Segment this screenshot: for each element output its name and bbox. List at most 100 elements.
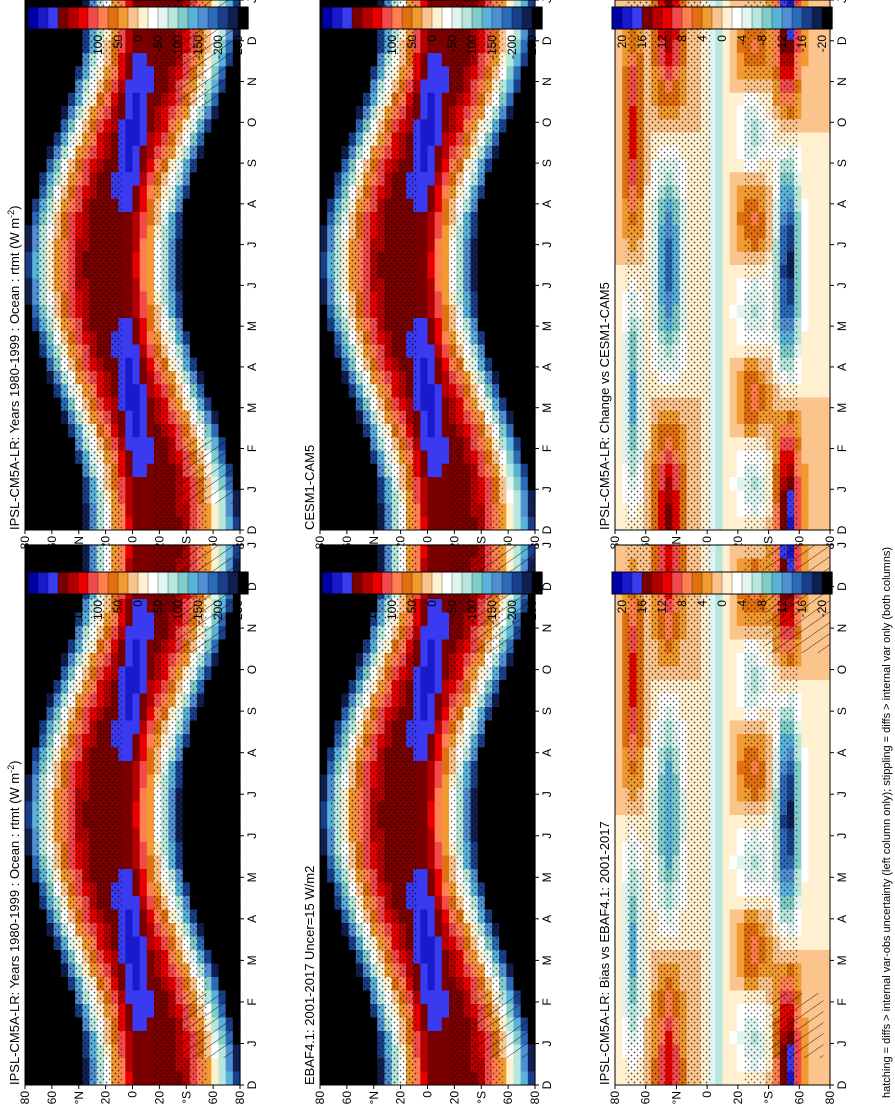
heatmap-cell [441,557,450,572]
heatmap-cell [427,410,436,424]
heatmap-cell [232,264,241,279]
heatmap-cell [146,131,155,146]
heatmap-cell [25,1070,33,1085]
heatmap-cell [506,827,515,842]
heatmap-cell [25,827,33,842]
heatmap-cell [441,423,450,438]
heatmap-cell [225,211,234,226]
heatmap-cell [146,370,155,385]
heatmap-cell [25,922,33,937]
heatmap-cell [320,908,328,923]
heatmap-cell [225,760,234,775]
heatmap-cell [520,436,529,451]
heatmap-cell [146,773,155,788]
heatmap-cell [513,841,522,856]
heatmap-cell [520,105,529,120]
heatmap-cell [434,841,443,856]
heatmap-cell [513,383,522,398]
heatmap-cell [139,237,148,252]
heatmap-cell [132,1016,141,1031]
x-tick-label: O [540,665,554,674]
heatmap-cell [420,516,429,530]
heatmap-cell [125,396,134,411]
heatmap-cell [420,908,429,923]
heatmap-cell [132,611,141,626]
heatmap-cell [434,463,443,477]
heatmap-cell [25,317,33,332]
heatmap-cell [520,895,529,910]
heatmap-cell [506,1057,515,1072]
x-tick-label: J [245,282,259,288]
heatmap-cell [513,211,522,226]
heatmap-cell [420,343,429,358]
heatmap-cell [146,171,155,186]
heatmap-cell [427,706,436,721]
heatmap-cell [232,330,241,345]
heatmap-cell [225,171,234,186]
heatmap-cell [441,665,450,680]
heatmap-cell [434,131,443,146]
heatmap-cell [320,251,328,265]
heatmap-cell [320,224,328,239]
heatmap-cell [218,746,227,761]
heatmap-cell [211,105,220,120]
heatmap-cell [25,787,33,802]
y-tick-label: °N [72,1091,86,1104]
heatmap-cell [434,516,443,530]
heatmap-cell [139,251,148,265]
heatmap-cell [427,895,436,910]
heatmap-cell [520,211,529,226]
heatmap-cell [441,105,450,120]
heatmap-cell [125,652,134,667]
heatmap-cell [320,449,328,464]
heatmap-cell [420,449,429,464]
heatmap-cell [211,908,220,923]
heatmap-cell [139,881,148,896]
heatmap-cell [513,131,522,146]
heatmap-cell [139,410,148,424]
heatmap-cell [218,814,227,829]
heatmap-cell [25,264,33,279]
heatmap-cell [441,976,450,991]
heatmap-cell [513,976,522,991]
heatmap-cell [132,773,141,788]
heatmap-cell [139,611,148,626]
heatmap-cell [441,1030,450,1045]
heatmap-cell [211,224,220,239]
heatmap-cell [232,184,241,199]
heatmap-cell [506,224,515,239]
heatmap-cell [520,304,529,318]
heatmap-cell [527,264,536,279]
heatmap-cell [434,383,443,398]
heatmap-cell [139,638,148,653]
x-tick-label: D [540,36,554,45]
heatmap-cell [146,118,155,133]
heatmap-cell [146,264,155,279]
heatmap-cell [427,962,436,977]
x-tick-label: J [540,486,554,492]
heatmap-cell [232,383,241,398]
heatmap-cell [513,78,522,93]
heatmap-cell [25,976,33,991]
heatmap-cell [211,935,220,950]
heatmap-cell [506,881,515,896]
heatmap-cell [527,679,536,694]
heatmap-cell [25,370,33,385]
heatmap-cell [441,171,450,186]
heatmap-cell [506,949,515,964]
heatmap-cell [513,171,522,186]
heatmap-cell [441,251,450,265]
heatmap-cell [25,184,33,199]
heatmap-cell [420,949,429,964]
heatmap-cell [427,868,436,883]
heatmap-cell [139,118,148,133]
heatmap-cell [320,516,328,530]
heatmap-cell [218,719,227,734]
heatmap-cell [527,489,536,504]
heatmap-cell [427,370,436,385]
heatmap-cell [132,692,141,707]
heatmap-cell [218,908,227,923]
heatmap-cell [506,171,515,186]
heatmap-cell [427,652,436,667]
heatmap-cell [211,787,220,802]
